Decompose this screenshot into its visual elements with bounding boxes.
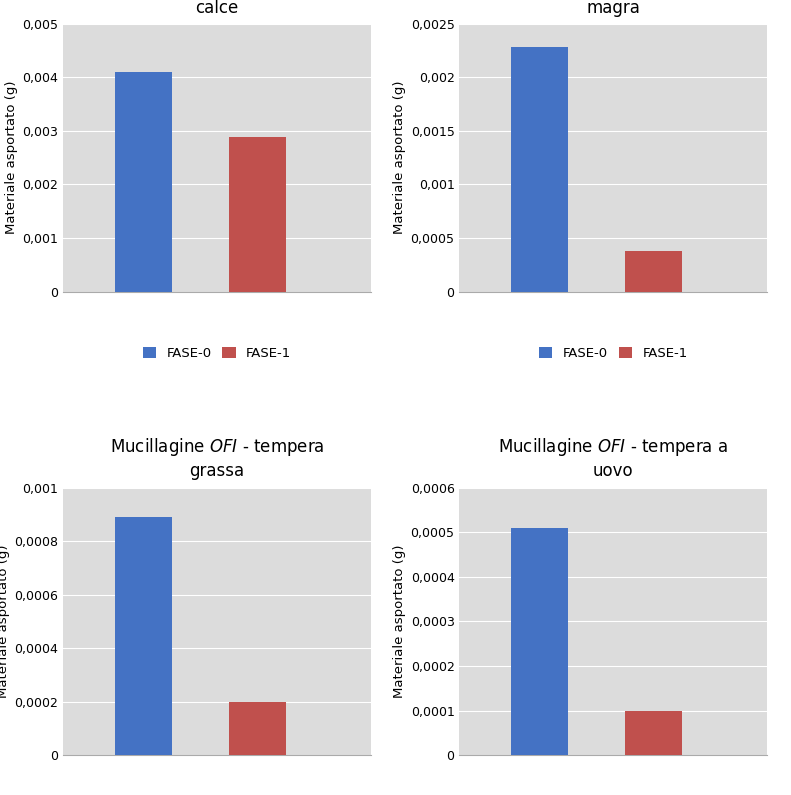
Bar xyxy=(511,528,568,755)
Bar xyxy=(511,48,568,292)
Bar xyxy=(229,137,286,292)
Y-axis label: Materiale asportato (g): Materiale asportato (g) xyxy=(0,545,10,698)
Title: Mucillagine $\mathit{OFI}$ - tempera a
calce: Mucillagine $\mathit{OFI}$ - tempera a c… xyxy=(102,0,332,17)
Title: Mucillagine $\mathit{OFI}$ - tempera
grassa: Mucillagine $\mathit{OFI}$ - tempera gra… xyxy=(110,436,324,480)
Title: Mucillagine $\mathit{OFI}$ - tempera
magra: Mucillagine $\mathit{OFI}$ - tempera mag… xyxy=(506,0,721,17)
Bar xyxy=(115,72,172,292)
Bar xyxy=(229,702,286,755)
Bar xyxy=(625,251,682,292)
Title: Mucillagine $\mathit{OFI}$ - tempera a
uovo: Mucillagine $\mathit{OFI}$ - tempera a u… xyxy=(498,436,729,480)
Y-axis label: Materiale asportato (g): Materiale asportato (g) xyxy=(393,545,407,698)
Legend: FASE-0, FASE-1: FASE-0, FASE-1 xyxy=(143,347,291,360)
Y-axis label: Materiale asportato (g): Materiale asportato (g) xyxy=(6,81,18,235)
Y-axis label: Materiale asportato (g): Materiale asportato (g) xyxy=(393,81,407,235)
Legend: FASE-0, FASE-1: FASE-0, FASE-1 xyxy=(539,347,687,360)
Bar xyxy=(115,517,172,755)
Bar xyxy=(625,711,682,755)
